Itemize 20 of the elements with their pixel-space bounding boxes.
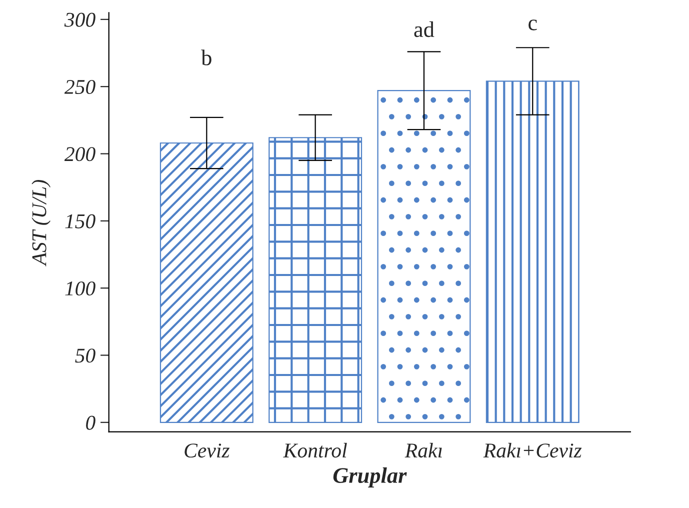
bar bbox=[377, 90, 471, 423]
x-axis-title: Gruplar bbox=[333, 467, 407, 488]
bar bbox=[268, 137, 362, 423]
y-axis-title: AST (U/L) bbox=[32, 180, 51, 266]
x-tick-label: Rakı bbox=[404, 442, 442, 458]
y-tick-label: 250 bbox=[64, 80, 96, 94]
y-tick-label: 50 bbox=[75, 348, 96, 363]
bar bbox=[160, 142, 254, 423]
y-tick-label: 0 bbox=[86, 416, 96, 430]
y-tick-label: 200 bbox=[64, 147, 96, 162]
x-tick-label: Rakı+Ceviz bbox=[483, 442, 582, 458]
x-tick-label: Kontrol bbox=[283, 442, 347, 458]
annotation: ad bbox=[414, 21, 434, 38]
annotation: c bbox=[528, 20, 537, 30]
y-tick-label: 150 bbox=[65, 214, 96, 228]
x-tick-label: Ceviz bbox=[184, 444, 230, 458]
y-tick-label: 100 bbox=[65, 281, 96, 296]
bar bbox=[486, 80, 580, 423]
annotation: b bbox=[201, 50, 212, 66]
y-tick-label: 300 bbox=[64, 12, 96, 27]
